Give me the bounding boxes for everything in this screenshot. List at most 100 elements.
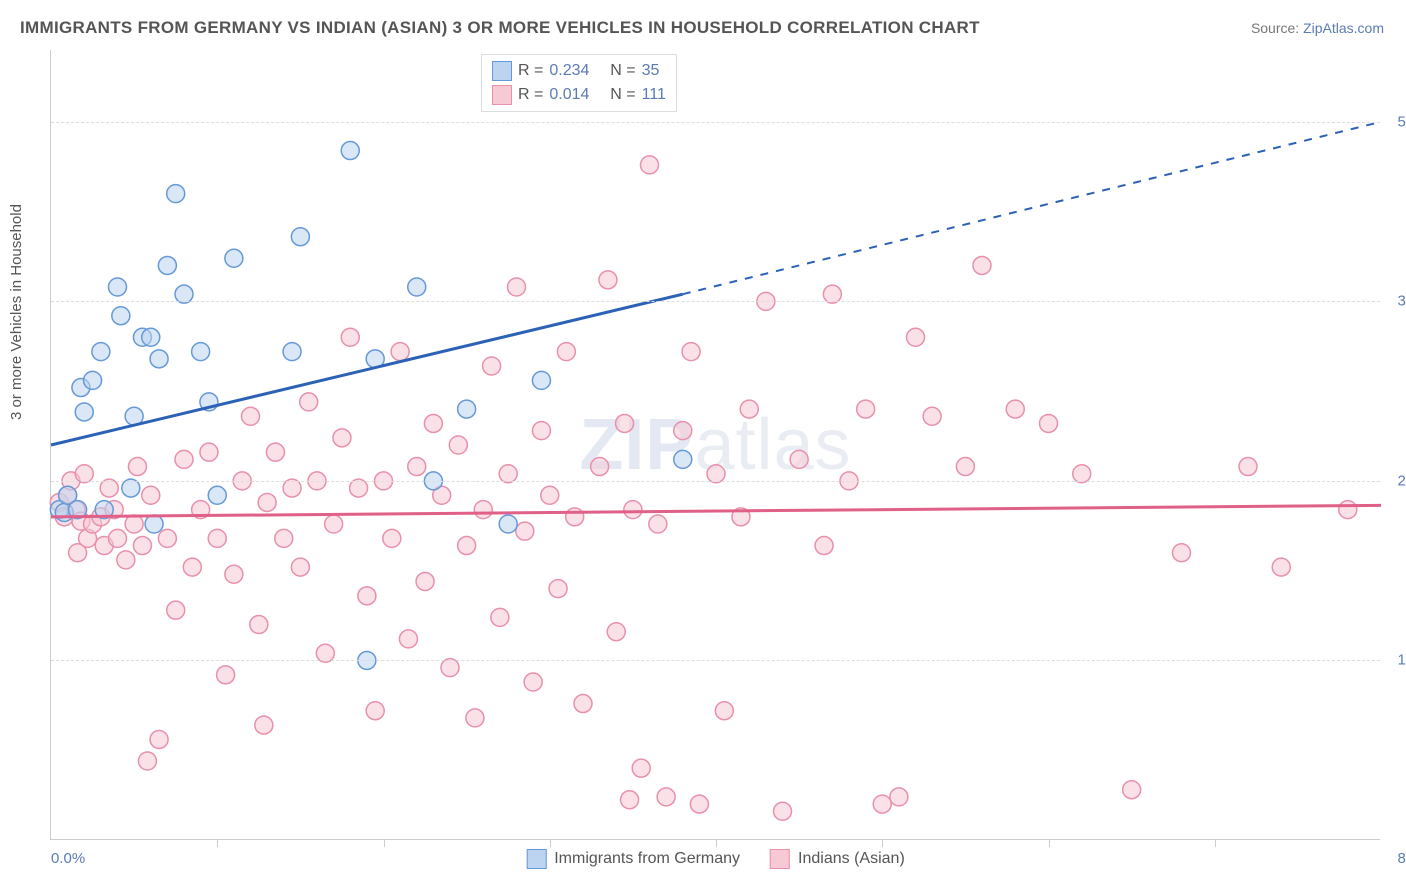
chart-title: IMMIGRANTS FROM GERMANY VS INDIAN (ASIAN… (20, 18, 980, 38)
data-point-indians (491, 608, 509, 626)
data-point-indians (217, 666, 235, 684)
data-point-indians (275, 529, 293, 547)
data-point-germany (112, 307, 130, 325)
data-point-indians (641, 156, 659, 174)
data-point-indians (225, 565, 243, 583)
data-point-indians (516, 522, 534, 540)
x-tick-label-max: 80.0% (1397, 850, 1406, 867)
data-point-indians (255, 716, 273, 734)
x-tick-label-min: 0.0% (51, 850, 85, 867)
data-point-indians (621, 791, 639, 809)
data-point-germany (145, 515, 163, 533)
data-point-indians (333, 429, 351, 447)
data-point-indians (175, 450, 193, 468)
swatch-indians (770, 849, 790, 869)
data-point-indians (325, 515, 343, 533)
data-point-indians (956, 458, 974, 476)
data-point-germany (341, 142, 359, 160)
data-point-indians (649, 515, 667, 533)
data-point-indians (474, 501, 492, 519)
data-point-indians (117, 551, 135, 569)
data-point-germany (150, 350, 168, 368)
x-tick (217, 839, 218, 847)
data-point-indians (632, 759, 650, 777)
data-point-indians (524, 673, 542, 691)
data-point-germany (458, 400, 476, 418)
data-point-indians (557, 343, 575, 361)
data-point-indians (128, 458, 146, 476)
data-point-indians (1006, 400, 1024, 418)
data-point-indians (183, 558, 201, 576)
data-point-germany (142, 328, 160, 346)
data-point-indians (907, 328, 925, 346)
grid-line (51, 301, 1380, 302)
data-point-germany (158, 256, 176, 274)
data-point-indians (341, 328, 359, 346)
data-point-indians (1239, 458, 1257, 476)
data-point-indians (1272, 558, 1290, 576)
data-point-indians (250, 616, 268, 634)
data-point-indians (208, 529, 226, 547)
data-point-indians (1040, 414, 1058, 432)
data-point-indians (366, 702, 384, 720)
grid-line (51, 122, 1380, 123)
legend-label-indians: Indians (Asian) (798, 850, 905, 868)
y-tick-label: 37.5% (1397, 293, 1406, 310)
legend-item-germany: Immigrants from Germany (526, 849, 740, 869)
swatch-germany (526, 849, 546, 869)
trend-line-germany (51, 294, 683, 445)
data-point-germany (208, 486, 226, 504)
data-point-indians (591, 458, 609, 476)
data-point-indians (266, 443, 284, 461)
source-link[interactable]: ZipAtlas.com (1303, 20, 1384, 36)
data-point-germany (291, 228, 309, 246)
data-point-indians (391, 343, 409, 361)
data-point-indians (541, 486, 559, 504)
data-point-indians (300, 393, 318, 411)
data-point-indians (466, 709, 484, 727)
data-point-indians (142, 486, 160, 504)
trend-line-extrapolated-germany (683, 122, 1381, 294)
legend-label-germany: Immigrants from Germany (554, 850, 740, 868)
y-axis-label: 3 or more Vehicles in Household (8, 204, 25, 420)
data-point-germany (192, 343, 210, 361)
data-point-germany (674, 450, 692, 468)
data-point-germany (84, 371, 102, 389)
data-point-indians (125, 515, 143, 533)
data-point-indians (674, 422, 692, 440)
data-point-indians (138, 752, 156, 770)
y-tick-label: 12.5% (1397, 652, 1406, 669)
data-point-indians (715, 702, 733, 720)
data-point-germany (225, 249, 243, 267)
x-tick (716, 839, 717, 847)
data-point-germany (109, 278, 127, 296)
data-point-indians (873, 795, 891, 813)
data-point-indians (607, 623, 625, 641)
data-point-indians (815, 537, 833, 555)
data-point-indians (1339, 501, 1357, 519)
data-point-indians (973, 256, 991, 274)
data-point-germany (92, 343, 110, 361)
data-point-germany (532, 371, 550, 389)
data-point-indians (458, 537, 476, 555)
data-point-indians (416, 572, 434, 590)
data-point-indians (690, 795, 708, 813)
trend-line-indians (51, 505, 1381, 516)
data-point-indians (242, 407, 260, 425)
x-tick (550, 839, 551, 847)
data-point-indians (566, 508, 584, 526)
data-point-indians (549, 580, 567, 598)
data-point-indians (774, 802, 792, 820)
x-tick (1049, 839, 1050, 847)
plot-area: ZIPatlas R = 0.234 N = 35 R = 0.014 N = … (50, 50, 1380, 840)
grid-line (51, 660, 1380, 661)
data-point-indians (200, 443, 218, 461)
data-point-germany (408, 278, 426, 296)
data-point-indians (483, 357, 501, 375)
data-point-indians (383, 529, 401, 547)
data-point-indians (1173, 544, 1191, 562)
data-point-indians (923, 407, 941, 425)
data-point-indians (1123, 781, 1141, 799)
data-point-indians (657, 788, 675, 806)
data-point-indians (167, 601, 185, 619)
